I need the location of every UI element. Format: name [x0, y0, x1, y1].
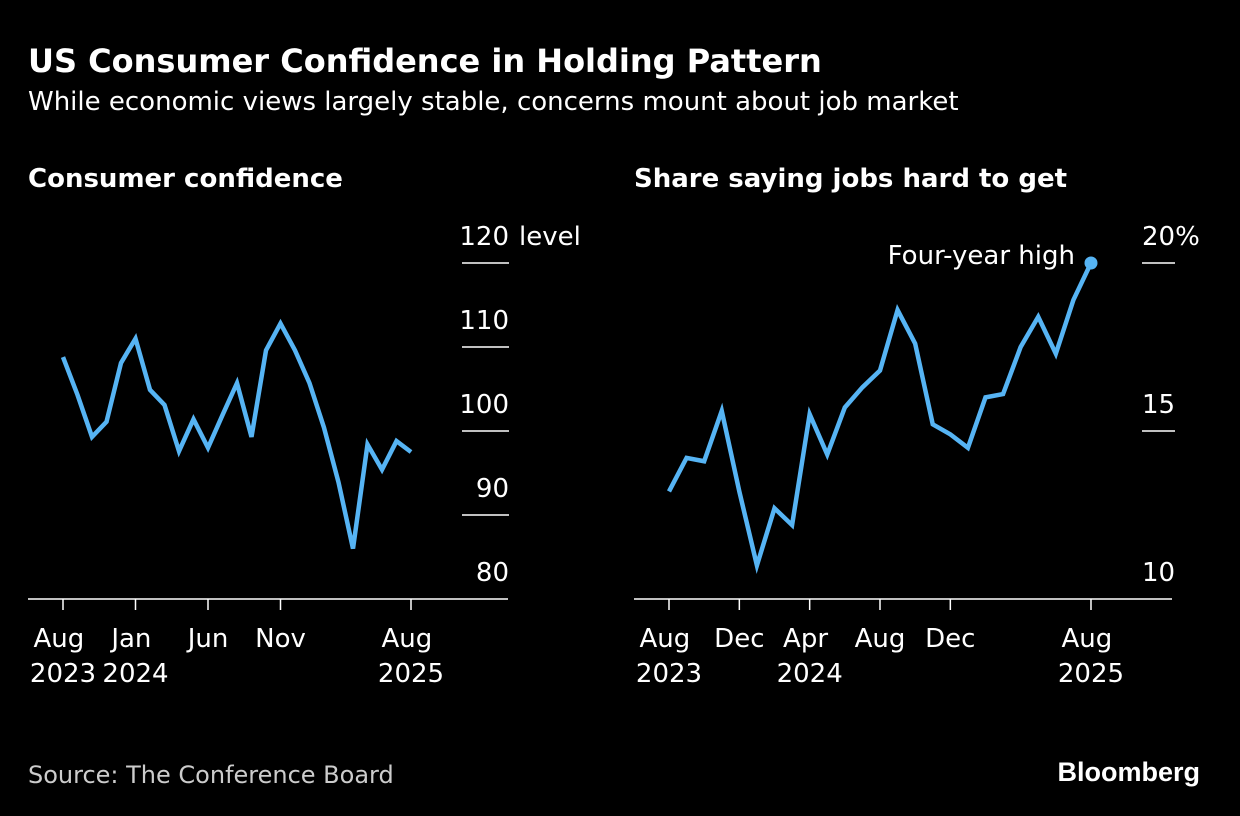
- x-tick-label: Jun: [186, 624, 229, 654]
- y-tick-label: 90: [476, 474, 509, 504]
- x-tick-label: Dec: [925, 624, 975, 654]
- data-line: [60, 318, 413, 550]
- source: Source: The Conference Board: [28, 761, 394, 789]
- chart-title: US Consumer Confidence in Holding Patter…: [28, 42, 822, 80]
- x-tick-label: Aug 2023: [636, 624, 702, 689]
- y-tick-label: 110: [459, 306, 509, 336]
- y-tick-label: 20%: [1142, 222, 1200, 252]
- highlight-dot: [1084, 256, 1098, 270]
- logo: Bloomberg: [1057, 757, 1200, 787]
- y-tick-label: 10: [1142, 558, 1175, 588]
- x-tick-label: Apr 2024: [777, 624, 843, 689]
- y-unit: level: [519, 222, 581, 252]
- x-tick-label: Aug 2025: [1058, 624, 1124, 689]
- x-tick-label: Nov: [255, 624, 306, 654]
- y-tick-label: 80: [476, 558, 509, 588]
- data-line: [667, 262, 1094, 574]
- y-tick-label: 120: [459, 222, 509, 252]
- panel-title: Consumer confidence: [28, 164, 343, 194]
- x-tick-label: Dec: [714, 624, 764, 654]
- chart-subtitle: While economic views largely stable, con…: [28, 87, 959, 117]
- y-tick-label: 15: [1142, 390, 1175, 420]
- panel-title: Share saying jobs hard to get: [634, 164, 1067, 194]
- x-tick-label: Aug 2025: [378, 624, 444, 689]
- y-tick-label: 100: [459, 390, 509, 420]
- x-tick-label: Aug: [855, 624, 906, 654]
- x-tick-label: Jan 2024: [102, 624, 168, 689]
- x-tick-label: Aug 2023: [30, 624, 96, 689]
- annotation: Four-year high: [888, 241, 1075, 271]
